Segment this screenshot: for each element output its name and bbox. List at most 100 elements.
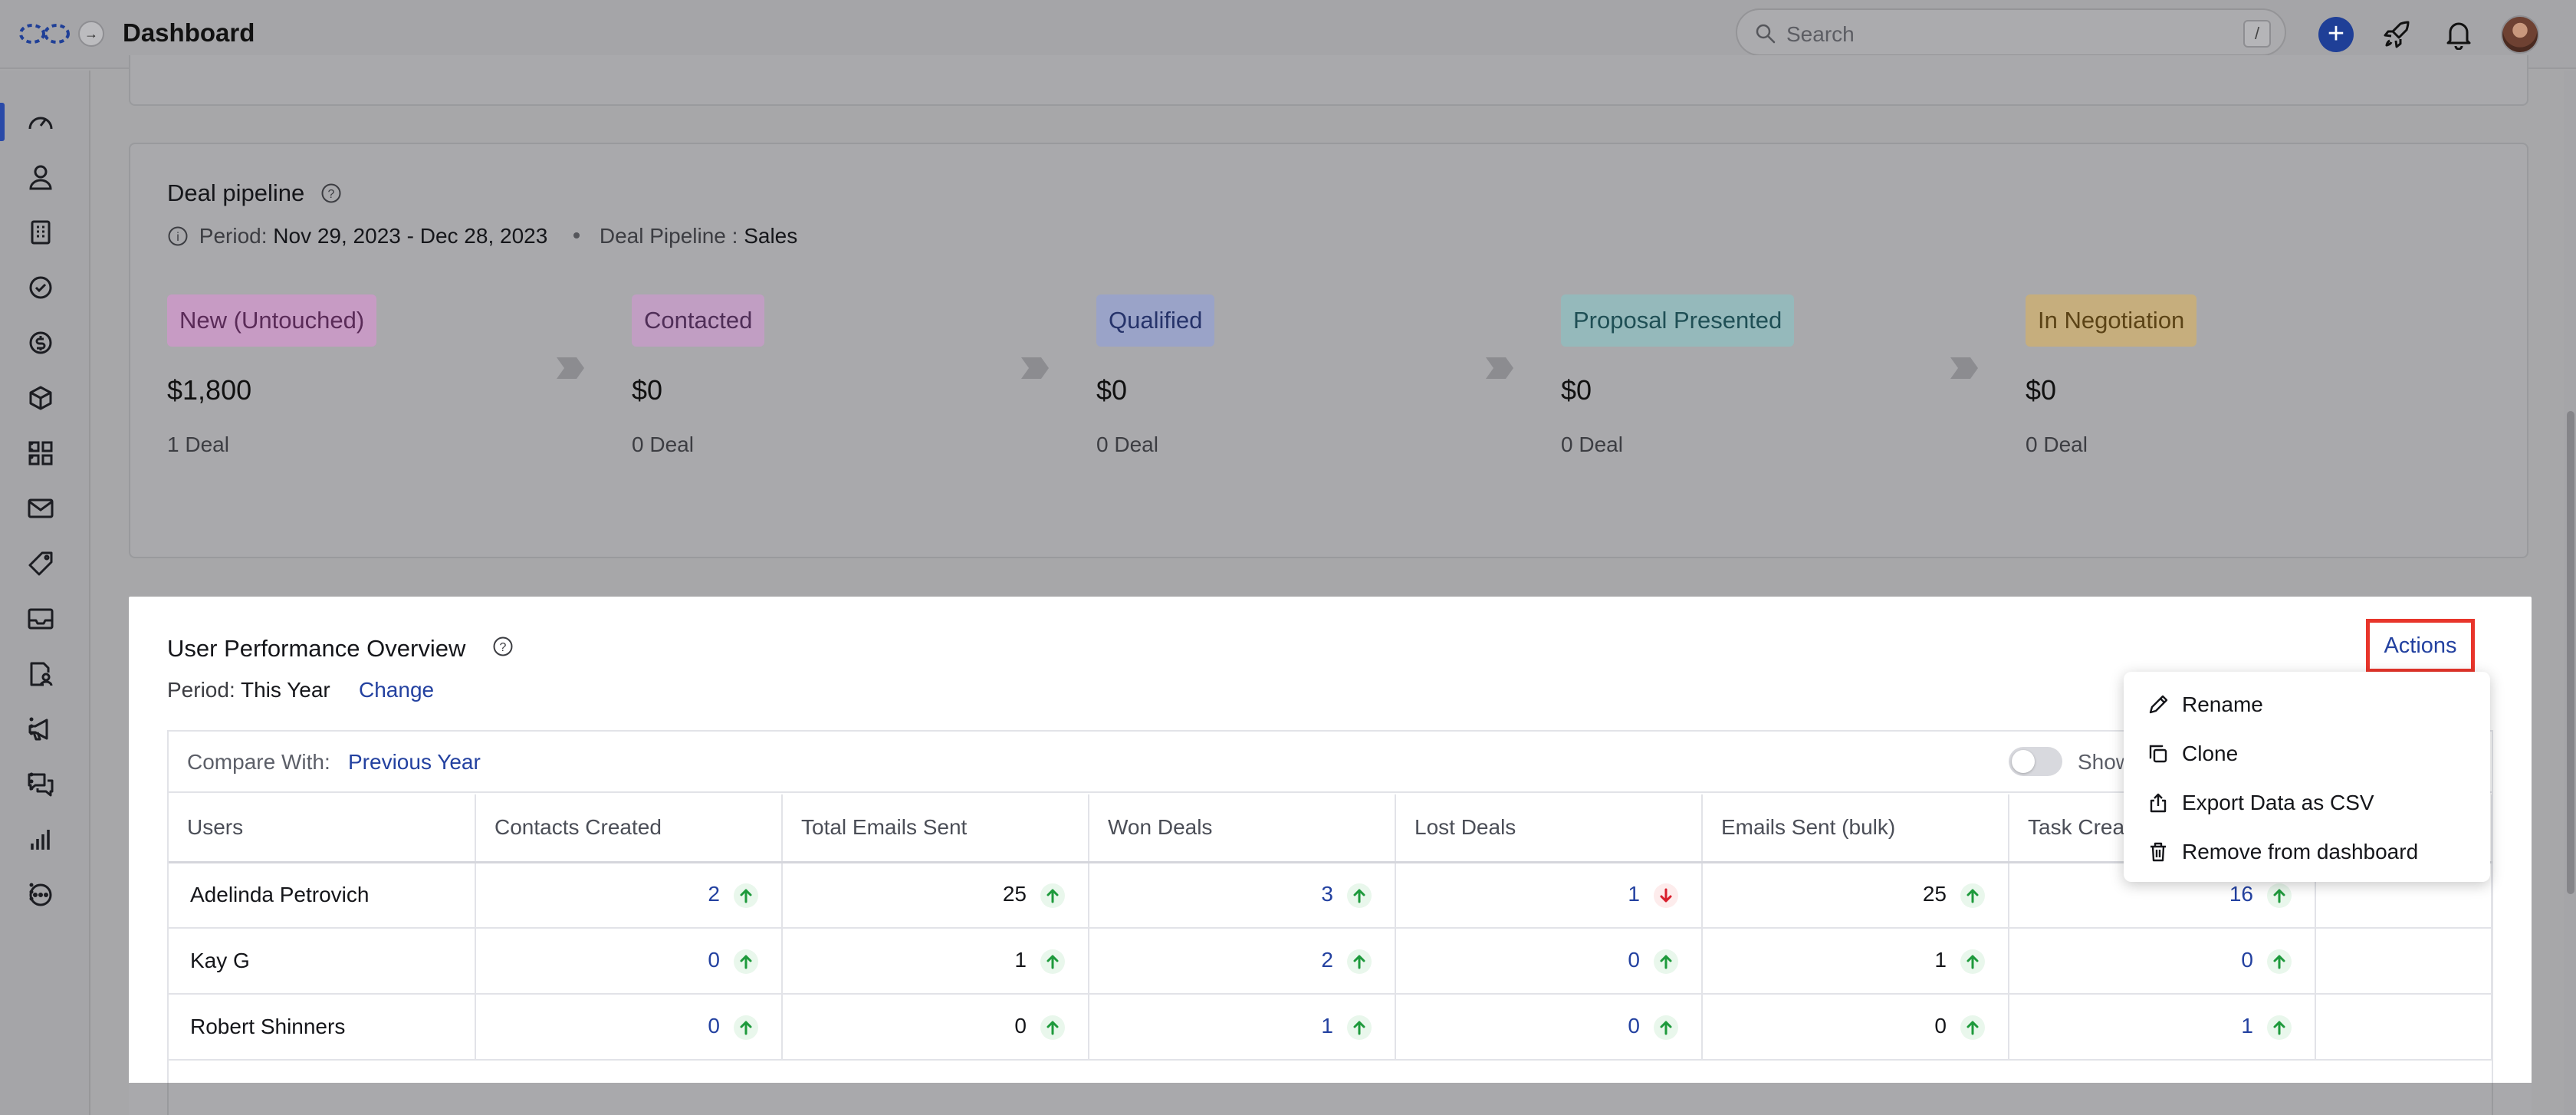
app-logo-icon[interactable] [18, 15, 71, 52]
more-circle-icon [29, 883, 52, 906]
help-icon[interactable]: ? [492, 636, 514, 657]
cell-value[interactable]: 1 [1321, 1014, 1333, 1038]
sidebar-item-deals[interactable] [0, 319, 89, 367]
sidebar-item-apps[interactable] [0, 429, 89, 477]
grid-icon [28, 441, 53, 465]
sidebar-item-products[interactable] [0, 374, 89, 422]
sidebar-item-tags[interactable] [0, 540, 89, 587]
cell-value[interactable]: 0 [708, 1014, 720, 1038]
cell-value[interactable]: 1 [1628, 882, 1640, 906]
menu-item-label: Export Data as CSV [2182, 791, 2374, 814]
stage-arrow-icon [1486, 357, 1513, 379]
cell-value[interactable]: 2 [708, 882, 720, 906]
cell-value: 1 [1934, 948, 1947, 972]
cell-contacts-created: 0 [475, 994, 783, 1061]
menu-item-rename[interactable]: Rename [2124, 679, 2490, 729]
column-header-emails-sent-bulk[interactable]: Emails Sent (bulk) [1702, 794, 2009, 863]
sidebar-item-campaigns[interactable] [0, 706, 89, 753]
cell-total-emails-sent: 0 [782, 994, 1089, 1061]
change-period-link[interactable]: Change [359, 678, 435, 702]
rocket-icon[interactable] [2378, 15, 2417, 54]
pipeline-label: Deal Pipeline : [599, 224, 738, 248]
stage-deal-count: 0 Deal [2026, 433, 2088, 456]
sidebar-item-reports[interactable] [0, 816, 89, 863]
sidebar-item-email[interactable] [0, 485, 89, 532]
pipeline-stage-new[interactable]: New (Untouched) $1,800 1 Deal [167, 294, 504, 494]
user-avatar[interactable] [2501, 15, 2539, 54]
sidebar-item-contacts[interactable] [0, 153, 89, 201]
sidebar-item-more[interactable] [0, 871, 89, 919]
menu-item-export-csv[interactable]: Export Data as CSV [2124, 778, 2490, 827]
pipeline-stage-qualified[interactable]: Qualified $0 0 Deal [1096, 294, 1434, 494]
sidebar-expand-button[interactable]: → [78, 21, 104, 47]
menu-item-clone[interactable]: Clone [2124, 729, 2490, 778]
trend-up-icon [2267, 949, 2292, 974]
cell-value[interactable]: 0 [2241, 948, 2253, 972]
cell-value[interactable]: 0 [1628, 1014, 1640, 1038]
cell-value[interactable]: 2 [1321, 948, 1333, 972]
stage-label: New (Untouched) [167, 294, 377, 347]
box-icon [29, 386, 52, 410]
cell-value[interactable]: 16 [2229, 882, 2253, 906]
copy-icon [2149, 745, 2167, 763]
menu-item-label: Rename [2182, 692, 2263, 716]
sidebar-item-tasks[interactable] [0, 264, 89, 311]
tag-icon [28, 551, 53, 576]
table-row[interactable]: Robert Shinners 0 0 1 0 0 1 [169, 994, 2492, 1061]
sidebar [0, 71, 90, 1115]
pipeline-stage-proposal[interactable]: Proposal Presented $0 0 Deal [1561, 294, 1898, 494]
arrow-right-icon: → [84, 25, 98, 41]
trend-up-icon [1040, 949, 1065, 974]
help-icon[interactable]: ? [320, 183, 342, 204]
column-header-contacts-created[interactable]: Contacts Created [475, 794, 783, 863]
pencil-icon [2149, 695, 2168, 714]
column-header-total-emails-sent[interactable]: Total Emails Sent [782, 794, 1089, 863]
cell-value: 0 [1014, 1014, 1027, 1038]
column-header-won-deals[interactable]: Won Deals [1089, 794, 1396, 863]
sidebar-item-documents[interactable] [0, 650, 89, 698]
page-title: Dashboard [123, 18, 255, 47]
plus-icon: + [2318, 17, 2354, 52]
more-vertical-icon[interactable] [27, 716, 36, 736]
cell-value[interactable]: 0 [708, 948, 720, 972]
show-toggle[interactable] [2009, 747, 2062, 776]
bar-chart-icon [31, 830, 50, 850]
more-vertical-icon[interactable] [27, 771, 36, 791]
search-input[interactable]: Search / [1736, 8, 2286, 56]
svg-text:?: ? [500, 641, 507, 654]
table-row[interactable]: Adelinda Petrovich 2 25 3 1 25 16 [169, 862, 2492, 929]
actions-button[interactable]: Actions [2366, 619, 2475, 673]
create-new-button[interactable]: + [2317, 15, 2355, 54]
pipeline-stage-negotiation[interactable]: In Negotiation $0 0 Deal [2026, 294, 2363, 494]
compare-period-link[interactable]: Previous Year [348, 750, 481, 774]
sidebar-item-dashboard[interactable] [0, 98, 89, 146]
period-value: Nov 29, 2023 - Dec 28, 2023 [273, 224, 548, 248]
scrollbar-thumb[interactable] [2567, 411, 2574, 894]
table-row[interactable]: Kay G 0 1 2 0 1 0 [169, 928, 2492, 995]
sidebar-item-conversations[interactable] [0, 761, 89, 808]
more-vertical-icon[interactable] [27, 440, 36, 460]
cell-value[interactable]: 1 [2241, 1014, 2253, 1038]
search-placeholder: Search [1786, 22, 1855, 46]
cell-won-deals: 3 [1089, 862, 1396, 929]
stage-deal-count: 1 Deal [167, 433, 229, 456]
trend-up-icon [1960, 949, 1985, 974]
toggle-knob [2012, 750, 2035, 773]
cell-value[interactable]: 0 [1628, 948, 1640, 972]
pipeline-stage-contacted[interactable]: Contacted $0 0 Deal [632, 294, 969, 494]
trend-up-icon [1347, 883, 1372, 909]
cell-value[interactable]: 3 [1321, 882, 1333, 906]
column-header-users[interactable]: Users [169, 794, 476, 863]
bell-icon[interactable] [2440, 15, 2478, 54]
compare-row: Compare With: Previous Year Show [169, 732, 2492, 793]
trend-up-icon [734, 883, 758, 909]
user-performance-card: User Performance Overview ? Period: This… [129, 597, 2532, 1115]
sidebar-item-inbox[interactable] [0, 595, 89, 643]
column-header-lost-deals[interactable]: Lost Deals [1395, 794, 1703, 863]
deal-pipeline-title: Deal pipeline [167, 179, 305, 206]
sidebar-item-accounts[interactable] [0, 209, 89, 256]
check-circle-icon [29, 276, 52, 299]
more-vertical-icon[interactable] [27, 882, 36, 902]
cell-user-name: Kay G [169, 928, 476, 995]
menu-item-remove[interactable]: Remove from dashboard [2124, 827, 2490, 876]
